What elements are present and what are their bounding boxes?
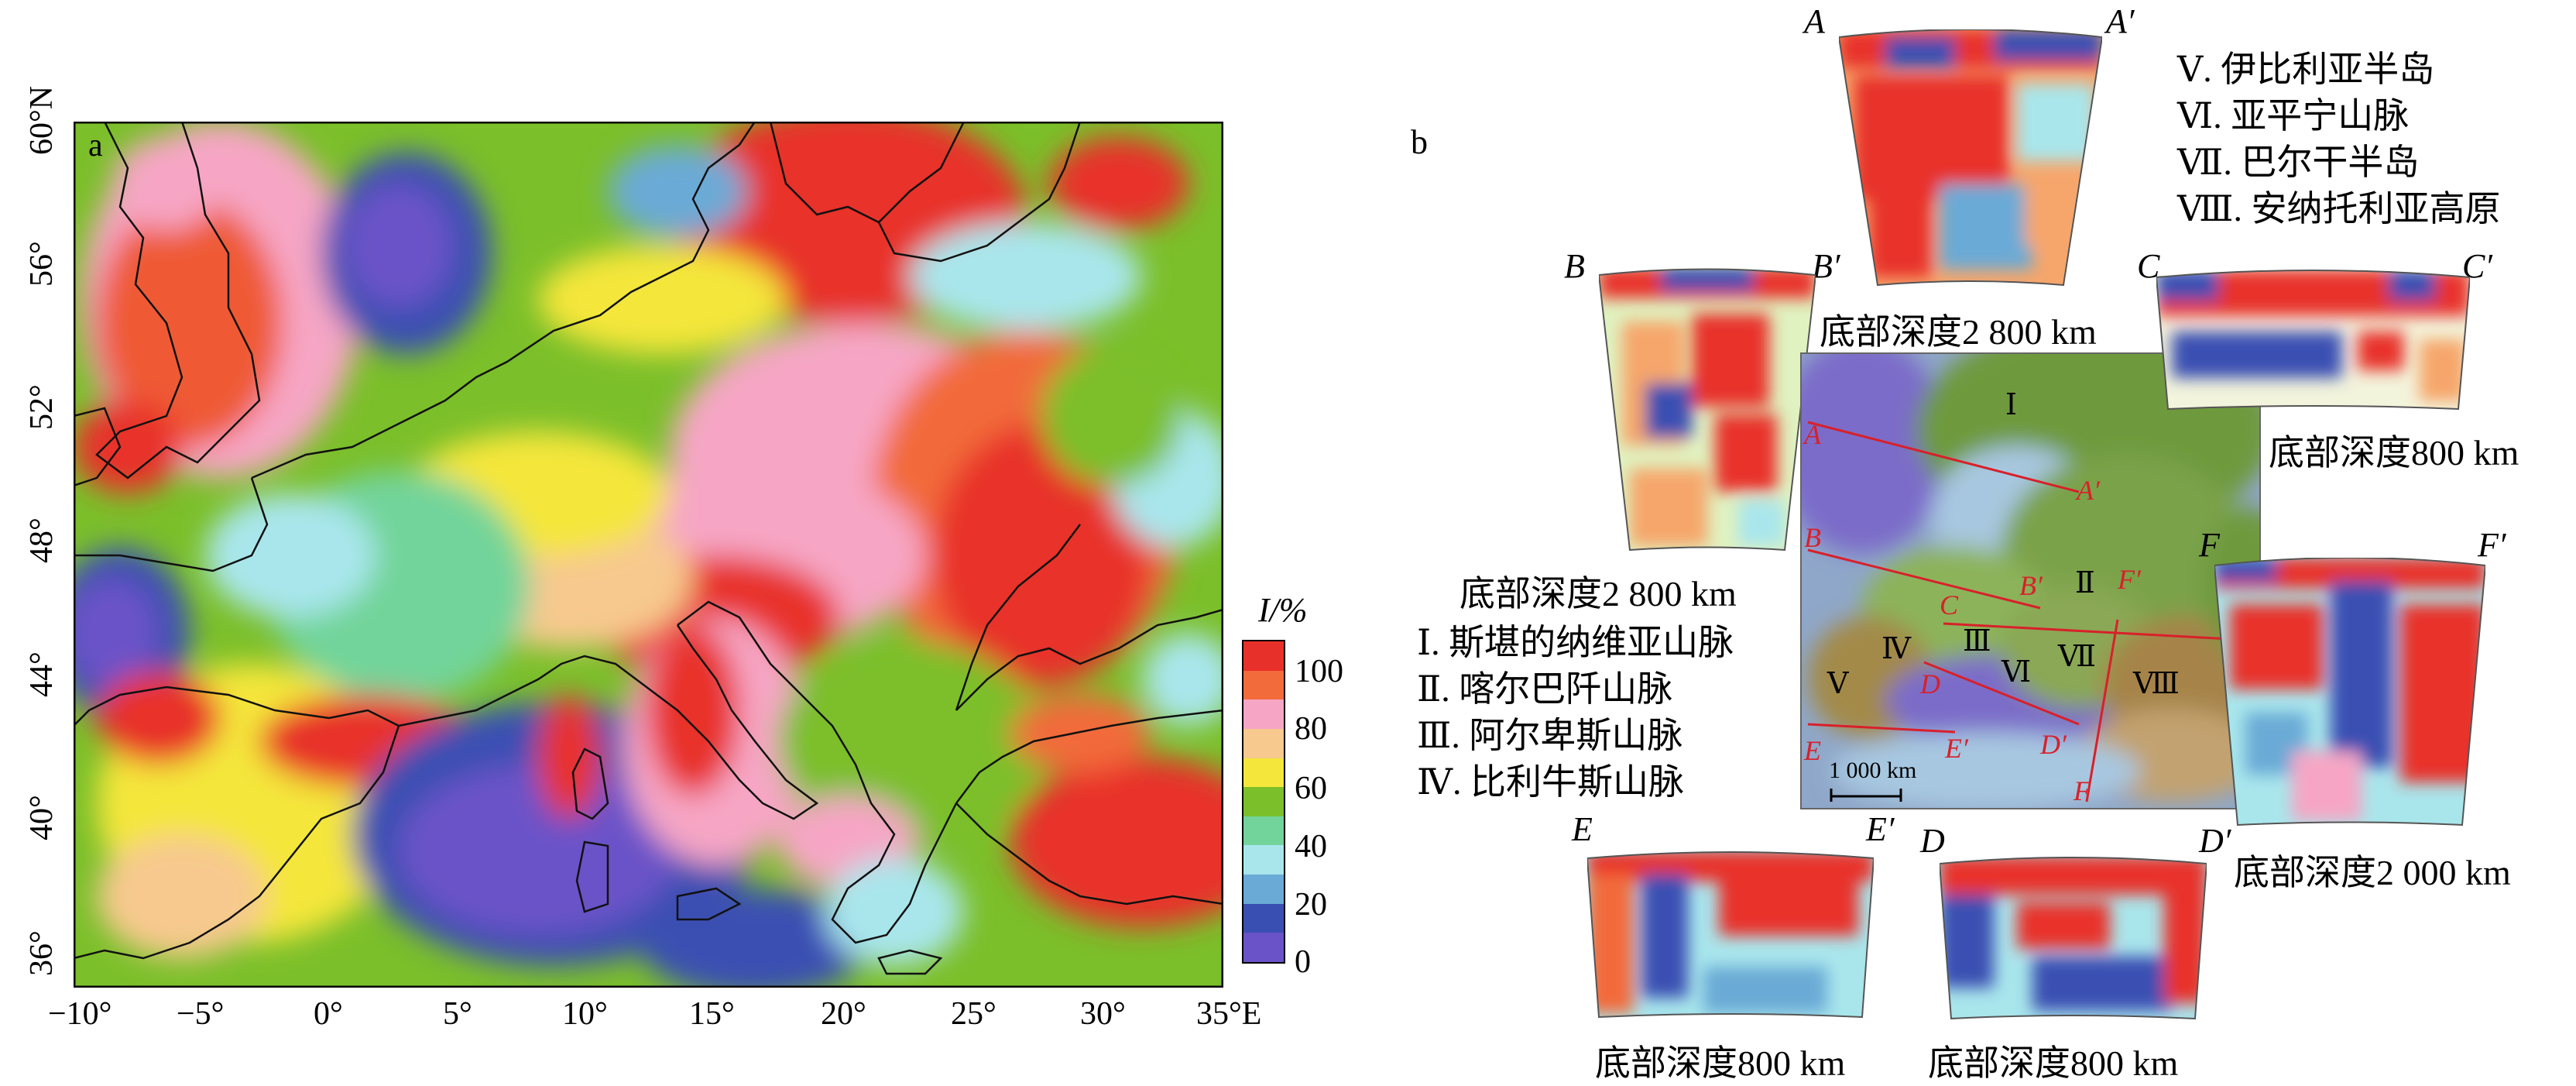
section-d-tomogram (1940, 857, 2207, 1020)
section-e-right-label: E′ (1866, 810, 1895, 848)
section-f-left-label: F (2199, 526, 2220, 564)
map-roman-8: Ⅷ (2133, 668, 2180, 700)
section-b-left-label: B (1564, 247, 1585, 285)
region-vi: Ⅵ. 亚平宁山脉 (2177, 96, 2410, 136)
x-tick-35: 35°E (1196, 996, 1262, 1032)
section-f-caption: 底部深度2 000 km (2234, 853, 2511, 892)
region-iv: Ⅳ. 比利牛斯山脉 (1417, 762, 1684, 802)
map-label-B: B (1804, 522, 1821, 553)
x-tick-5: 5° (443, 996, 472, 1032)
map-roman-4: Ⅳ (1881, 633, 1911, 665)
section-d-left-label: D (1920, 822, 1945, 860)
section-e-tomogram (1587, 851, 1874, 1019)
panel-a: a 60°N 56° 52° 48° 44° 40° 36° −10° −5° … (24, 85, 1343, 1032)
x-tick-m5: −5° (177, 996, 225, 1032)
legend-tick-80: 80 (1295, 711, 1327, 747)
map-label-A2: A′ (2077, 475, 2100, 506)
section-c-tomogram (2156, 270, 2470, 411)
map-label-F: F (2073, 775, 2091, 806)
map-roman-3: Ⅲ (1963, 625, 1991, 658)
y-tick-60: 60°N (24, 85, 60, 155)
coastlines (74, 122, 1223, 975)
map-label-F2: F′ (2118, 564, 2141, 595)
section-lines (1807, 421, 2231, 802)
section-d-right-label: D′ (2199, 822, 2231, 860)
section-d-caption: 底部深度800 km (1928, 1043, 2179, 1083)
region-ii: Ⅱ. 喀尔巴阡山脉 (1417, 669, 1673, 709)
legend-tick-100: 100 (1295, 654, 1343, 689)
section-c-caption: 底部深度800 km (2269, 433, 2519, 473)
section-a-caption: 底部深度2 800 km (1820, 312, 2097, 352)
map-roman-1: Ⅰ (2005, 389, 2018, 421)
section-f-tomogram (2214, 558, 2485, 827)
section-b-right-label: B′ (1812, 247, 1840, 285)
y-tick-48: 48° (24, 517, 60, 563)
section-a-tomogram (1839, 29, 2102, 287)
y-tick-44: 44° (24, 651, 60, 697)
y-tick-36: 36° (24, 930, 60, 976)
section-a-left-label: A (1804, 2, 1825, 40)
panel-b-letter: b (1411, 123, 1428, 161)
map-scale-label: 1 000 km (1829, 758, 1917, 783)
x-tick-20: 20° (821, 996, 866, 1032)
region-v: Ⅴ. 伊比利亚半岛 (2177, 50, 2435, 89)
map-label-A: A (1804, 419, 1821, 450)
x-tick-10: 10° (562, 996, 608, 1032)
y-tick-40: 40° (24, 795, 60, 840)
intensity-map (74, 122, 1223, 988)
legend-tick-0: 0 (1295, 944, 1311, 980)
section-e-caption: 底部深度800 km (1595, 1043, 1846, 1083)
legend-tick-60: 60 (1295, 771, 1327, 806)
region-i: Ⅰ. 斯堪的纳维亚山脉 (1417, 623, 1734, 662)
map-label-B2: B′ (2019, 570, 2043, 601)
x-tick-15: 15° (689, 996, 735, 1032)
y-tick-52: 52° (24, 384, 60, 430)
map-roman-6: Ⅵ (2001, 656, 2032, 689)
legend-tick-20: 20 (1295, 887, 1327, 923)
map-label-C: C (1940, 589, 1959, 620)
map-roman-7: Ⅶ (2058, 641, 2097, 673)
section-b-tomogram (1599, 268, 1816, 552)
regions-left-list: Ⅰ. 斯堪的纳维亚山脉 Ⅱ. 喀尔巴阡山脉 Ⅲ. 阿尔卑斯山脉 Ⅳ. 比利牛斯山… (1417, 620, 1734, 806)
section-b-caption: 底部深度2 800 km (1460, 574, 1737, 613)
map-frame (74, 122, 1223, 988)
legend-colorbar (1242, 640, 1285, 964)
region-iii: Ⅲ. 阿尔卑斯山脉 (1417, 716, 1683, 755)
map-roman-5: Ⅴ (1827, 668, 1849, 700)
x-tick-m10: −10° (48, 996, 112, 1032)
section-f-right-label: F′ (2478, 526, 2506, 564)
legend-title: I/% (1258, 591, 1308, 629)
regions-right-list: Ⅴ. 伊比利亚半岛 Ⅵ. 亚平宁山脉 Ⅶ. 巴尔干半岛 Ⅷ. 安纳托利亚高原 (2177, 46, 2500, 232)
legend-tick-40: 40 (1295, 829, 1327, 864)
section-e-left-label: E (1572, 810, 1593, 848)
region-viii: Ⅷ. 安纳托利亚高原 (2177, 189, 2501, 229)
x-tick-25: 25° (951, 996, 996, 1032)
map-roman-2: Ⅱ (2075, 567, 2095, 600)
map-label-E2: E′ (1945, 733, 1968, 764)
map-label-D2: D′ (2040, 729, 2067, 760)
panel-b: b A A′ 底部深度2 800 km Ⅴ. 伊比利亚半岛 Ⅵ. (1394, 0, 2576, 1083)
y-tick-56: 56° (24, 241, 60, 287)
map-label-D: D (1920, 668, 1940, 699)
map-label-E: E (1804, 735, 1821, 766)
intensity-field (74, 122, 1223, 988)
panel-a-letter: a (88, 128, 103, 163)
section-a-right-label: A′ (2106, 2, 2135, 40)
x-tick-30: 30° (1080, 996, 1126, 1032)
scale-bar (1830, 789, 1902, 802)
x-tick-0: 0° (314, 996, 343, 1032)
region-vii: Ⅶ. 巴尔干半岛 (2177, 143, 2420, 182)
